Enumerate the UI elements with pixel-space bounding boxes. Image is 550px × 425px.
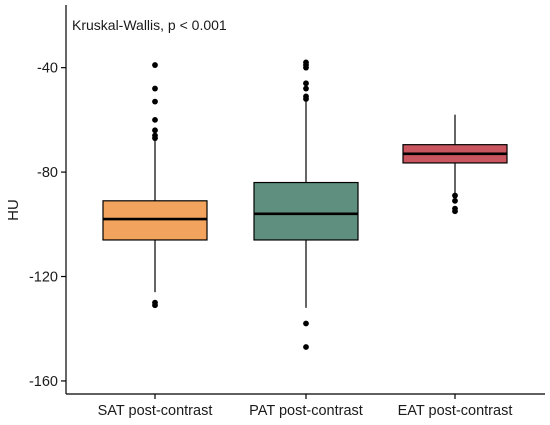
outlier-point: [152, 116, 158, 123]
box-iqr: [102, 200, 208, 241]
outlier-point: [303, 320, 309, 327]
x-tick-label: PAT post-contrast: [249, 403, 363, 419]
y-tick-label: -120: [29, 270, 58, 286]
outlier-point: [152, 85, 158, 92]
outlier-point: [303, 96, 309, 102]
x-tick-label: EAT post-contrast: [398, 403, 513, 419]
box-iqr: [253, 181, 359, 241]
outlier-point: [452, 197, 458, 204]
statistical-test-annotation: Kruskal-Wallis, p < 0.001: [72, 17, 227, 33]
box-series-group: [102, 59, 508, 350]
outlier-point: [152, 302, 158, 309]
y-tick-label: -80: [37, 165, 58, 181]
outlier-point: [303, 64, 309, 71]
outlier-point: [303, 344, 309, 350]
outlier-point: [152, 62, 158, 68]
box-series: [253, 59, 359, 350]
outlier-point: [452, 192, 458, 199]
y-axis-label: HU: [5, 199, 22, 221]
outlier-point: [152, 98, 158, 105]
box-series: [102, 62, 208, 309]
outlier-point: [152, 127, 158, 134]
x-tick-label: SAT post-contrast: [98, 403, 213, 419]
box-series: [402, 114, 508, 215]
outlier-point: [303, 80, 309, 87]
tick-group: -40 -80 -120 -160 SAT post-contrast PAT post-…: [29, 61, 512, 419]
outlier-point: [452, 208, 458, 215]
outlier-point: [303, 85, 309, 92]
y-tick-label: -160: [29, 374, 58, 390]
outlier-point: [152, 135, 158, 142]
y-tick-label: -40: [37, 61, 58, 77]
